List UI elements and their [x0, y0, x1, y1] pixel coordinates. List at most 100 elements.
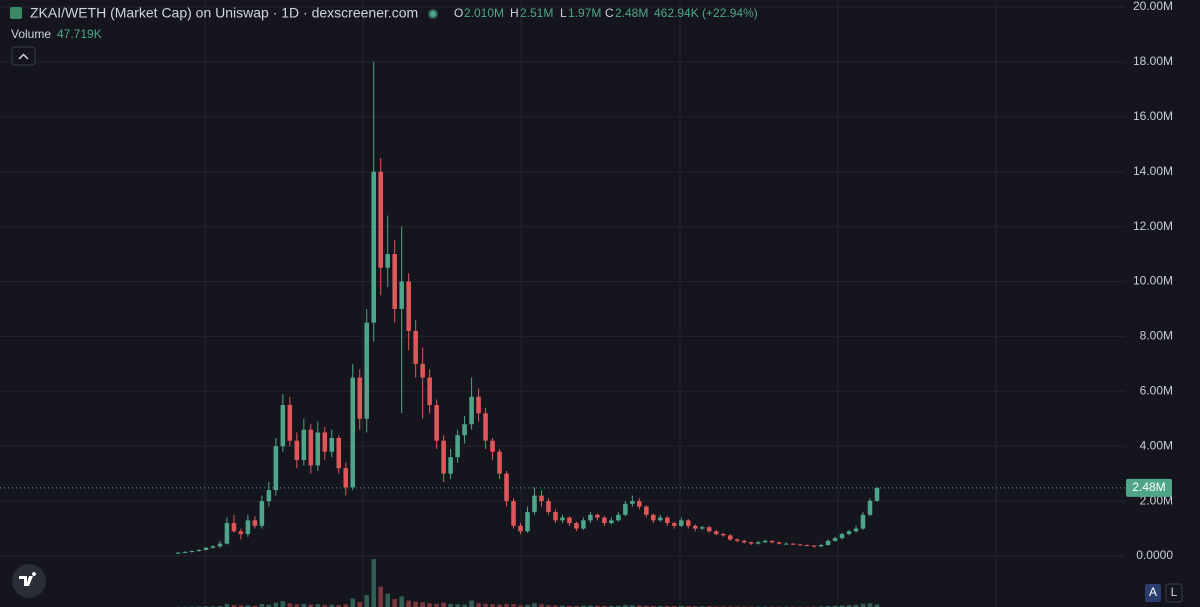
volume-bar [867, 603, 873, 607]
candle-body [797, 544, 803, 546]
candle-body [385, 254, 390, 268]
candle-body [588, 514, 593, 521]
auto-button-label: A [1149, 585, 1157, 599]
volume-bar [266, 604, 272, 607]
collapse-icon [18, 53, 29, 60]
volume-bar [224, 603, 230, 607]
volume-bar [238, 605, 244, 607]
ohlc-label: L [560, 6, 567, 20]
candle-body [839, 534, 845, 539]
volume-bar [357, 602, 363, 607]
candle-body [685, 520, 691, 526]
volume-bar [581, 605, 586, 607]
candle-body [783, 543, 789, 545]
candle-body [623, 503, 628, 515]
volume-bar [252, 605, 258, 607]
candle-body [329, 437, 335, 452]
candle-body [490, 440, 495, 452]
candle-body [713, 531, 719, 535]
candle-body [860, 514, 866, 529]
volume-bar [546, 605, 551, 607]
candle-body [637, 501, 642, 507]
volume-bar [448, 604, 453, 607]
candle-body [448, 457, 453, 474]
candle-body [616, 514, 621, 521]
candle-body [280, 405, 286, 447]
y-tick-label: 16.00M [1133, 109, 1173, 123]
volume-bar [329, 604, 335, 607]
y-tick-label: 12.00M [1133, 219, 1173, 233]
volume-bar [595, 605, 600, 607]
candle-body [630, 501, 635, 504]
candle-body [525, 512, 530, 532]
candle-body [252, 520, 258, 526]
volume-bar [469, 600, 474, 607]
candle-body [504, 473, 509, 502]
candle-body [434, 405, 439, 441]
candle-body [224, 523, 230, 544]
volume-bar [651, 605, 656, 607]
ohlc-value: 2.48M [615, 6, 648, 20]
candle-body [483, 413, 488, 441]
log-button[interactable] [1165, 583, 1183, 603]
candle-body [427, 377, 432, 406]
candle-body [846, 531, 852, 535]
volume-bar [427, 603, 432, 607]
tv-logo-mark [19, 572, 37, 586]
volume-bar [273, 602, 279, 607]
volume-value: 47.719K [57, 27, 102, 41]
candle-body [748, 542, 754, 544]
candle-body [727, 535, 733, 540]
volume-bar [371, 559, 376, 607]
candle-body [874, 487, 880, 501]
status-dot-core [430, 11, 436, 17]
candle-body [741, 540, 747, 543]
candle-body [469, 396, 474, 425]
volume-bar [490, 604, 495, 607]
candle-body [392, 254, 397, 309]
volume-bar [532, 603, 537, 607]
ohlc-value: 2.010M [464, 6, 504, 20]
candle-body [609, 520, 614, 524]
candle-body [665, 517, 670, 524]
candle-body [294, 440, 300, 460]
volume-bar [539, 604, 544, 607]
last-price-label: 2.48M [1132, 480, 1165, 494]
volume-bar [637, 605, 642, 607]
candle-body [308, 429, 314, 466]
volume-bar [567, 605, 572, 607]
candle-body [553, 512, 558, 521]
candle-body [776, 542, 782, 544]
y-tick-label: 6.00M [1140, 383, 1173, 397]
volume-bar [315, 604, 321, 607]
candle-body [825, 540, 831, 546]
candle-body [651, 514, 656, 521]
candle-body [692, 525, 698, 529]
candle-body [567, 517, 572, 524]
candle-body [245, 520, 251, 535]
candle-body [832, 538, 838, 541]
volume-bar [623, 604, 628, 607]
candle-body [602, 517, 607, 524]
candle-body [581, 520, 586, 529]
volume-bar [560, 605, 565, 607]
volume-bar [385, 593, 390, 607]
candle-body [364, 322, 370, 419]
volume-bar [679, 605, 684, 607]
volume-bar [406, 600, 411, 607]
candle-body [378, 171, 383, 268]
candle-body [867, 500, 873, 515]
candle-body [273, 446, 279, 491]
candle-body [811, 545, 817, 547]
ohlc-label: O [454, 6, 463, 20]
volume-bar [378, 586, 383, 607]
price-scale-labels: 0.00002.00M4.00M6.00M8.00M10.00M12.00M14… [1126, 0, 1173, 562]
volume-bar [483, 603, 488, 607]
candle-body [762, 540, 768, 543]
collapse-button[interactable] [11, 46, 36, 66]
volume-bar [609, 605, 614, 607]
auto-button[interactable] [1145, 584, 1161, 602]
last-price-badge [1126, 478, 1172, 497]
ohlc-label: H [510, 6, 519, 20]
